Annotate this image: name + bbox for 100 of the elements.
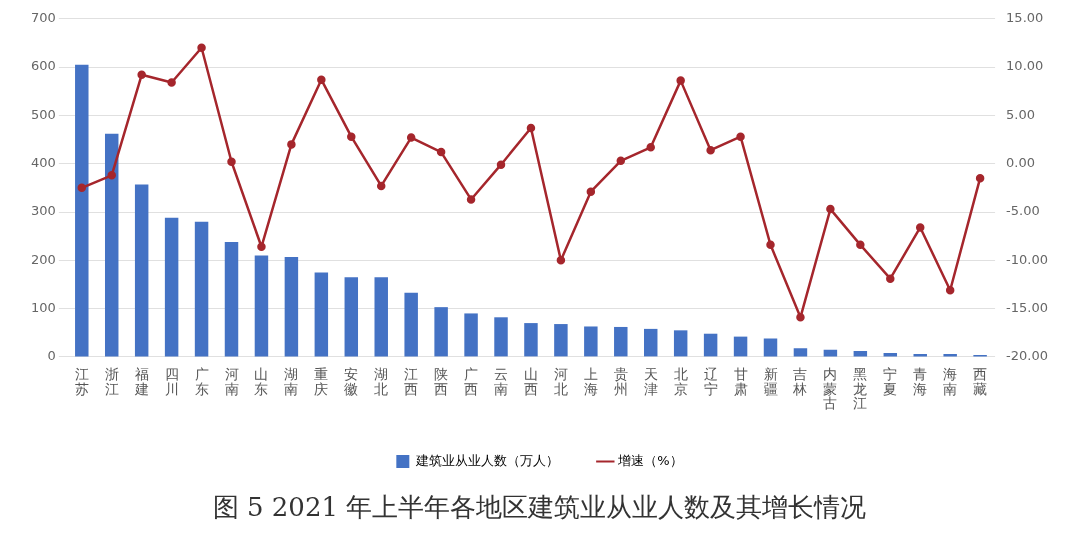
- point: [676, 76, 685, 85]
- y2-tick-label: 5.00: [1006, 106, 1036, 122]
- bar: [464, 313, 478, 357]
- y2-tick-label: 15.00: [1006, 10, 1044, 26]
- point: [586, 187, 596, 196]
- x-tick-label: 福建: [133, 365, 149, 397]
- x-tick-label: 黑龙江: [853, 365, 868, 412]
- x-tick-label: 湖北: [374, 365, 389, 397]
- point: [466, 195, 476, 204]
- x-tick-label: 上海: [583, 365, 598, 397]
- point: [646, 143, 655, 152]
- bar: [614, 326, 628, 357]
- point: [526, 123, 536, 133]
- point: [197, 43, 206, 53]
- x-tick-label: 山西: [523, 365, 538, 397]
- legend-label: 建筑业从业人数（万人）: [414, 452, 559, 468]
- bar: [134, 184, 149, 357]
- bar: [344, 277, 359, 357]
- x-tick-label: 甘肃: [733, 365, 748, 397]
- point: [227, 157, 236, 167]
- y-tick-label: 0: [47, 348, 56, 364]
- x-tick-label: 天津: [643, 365, 658, 397]
- point: [556, 256, 566, 265]
- bar: [494, 317, 508, 357]
- bar: [75, 64, 89, 357]
- x-tick-label: 河北: [553, 365, 568, 397]
- x-tick-label: 海南: [943, 365, 958, 397]
- x-tick-label: 湖南: [284, 365, 299, 397]
- bar: [524, 323, 538, 357]
- bar: [284, 256, 299, 357]
- point: [496, 160, 506, 169]
- x-tick-label: 江西: [404, 365, 419, 397]
- point: [766, 240, 775, 250]
- bar: [703, 333, 718, 357]
- bar: [733, 336, 748, 357]
- x-tick-label: 宁夏: [883, 365, 898, 397]
- x-tick-label: 北京: [673, 365, 688, 397]
- bar: [554, 324, 568, 357]
- x-tick-label: 西藏: [973, 365, 988, 397]
- point: [915, 223, 925, 232]
- y2-tick-label: 0.00: [1006, 155, 1036, 171]
- bar: [793, 348, 808, 357]
- point: [736, 132, 745, 141]
- point: [975, 173, 985, 183]
- legend-label: 增速（%）: [617, 452, 683, 468]
- y2-tick-label: -10.00: [1006, 251, 1049, 267]
- x-tick-label: 陕西: [434, 365, 449, 397]
- x-tick-label: 云南: [494, 365, 509, 397]
- x-tick-label: 新疆: [763, 365, 778, 397]
- x-tick-label: 江苏: [74, 365, 89, 397]
- bar: [673, 330, 688, 357]
- y2-tick-label: 10.00: [1006, 58, 1044, 74]
- y-tick-label: 700: [30, 10, 56, 26]
- bar: [434, 307, 448, 357]
- x-tick-label: 青海: [913, 365, 928, 397]
- point: [945, 286, 955, 295]
- point: [436, 147, 446, 157]
- bar: [584, 326, 598, 357]
- point: [616, 156, 626, 166]
- x-tick-label: 浙江: [104, 365, 119, 397]
- text: 图 5 2021 年上半年各地区建筑业从业人数及其增长情况: [211, 491, 868, 524]
- y2-tick-label: -15.00: [1006, 299, 1049, 315]
- point: [347, 132, 356, 141]
- point: [706, 145, 715, 155]
- x-tick-label: 辽宁: [703, 365, 718, 397]
- y-tick-label: 100: [30, 299, 56, 315]
- point: [287, 140, 296, 149]
- bar: [224, 241, 239, 357]
- y-tick-label: 400: [30, 155, 56, 171]
- x-tick-label: 广东: [194, 365, 209, 397]
- bar: [643, 328, 658, 357]
- bar: [374, 277, 388, 357]
- bar: [104, 133, 119, 357]
- point: [406, 133, 416, 142]
- point: [107, 171, 116, 180]
- bar: [194, 221, 209, 357]
- bar: [314, 272, 329, 357]
- y-tick-label: 200: [30, 251, 56, 267]
- point: [826, 204, 835, 214]
- bar: [254, 255, 269, 357]
- x-tick-label: 广西: [464, 365, 479, 397]
- x-tick-label: 山东: [254, 365, 269, 397]
- point: [886, 274, 895, 283]
- x-tick-label: 重庆: [314, 365, 329, 397]
- y2-tick-label: -20.00: [1006, 348, 1049, 364]
- point: [376, 181, 386, 191]
- point: [796, 313, 805, 322]
- x-tick-label: 安徽: [344, 365, 359, 397]
- point: [77, 183, 87, 193]
- point: [856, 240, 865, 250]
- x-tick-label: 河南: [224, 365, 239, 397]
- point: [317, 75, 326, 84]
- y2-tick-label: -5.00: [1006, 203, 1040, 219]
- x-tick-label: 四川: [164, 365, 179, 397]
- x-tick-label: 贵州: [613, 365, 628, 397]
- x-tick-label: 内蒙古: [823, 365, 838, 412]
- y-tick-label: 300: [30, 203, 56, 219]
- point: [167, 78, 176, 87]
- bar: [853, 351, 868, 357]
- x-tick-label: 吉林: [792, 365, 808, 397]
